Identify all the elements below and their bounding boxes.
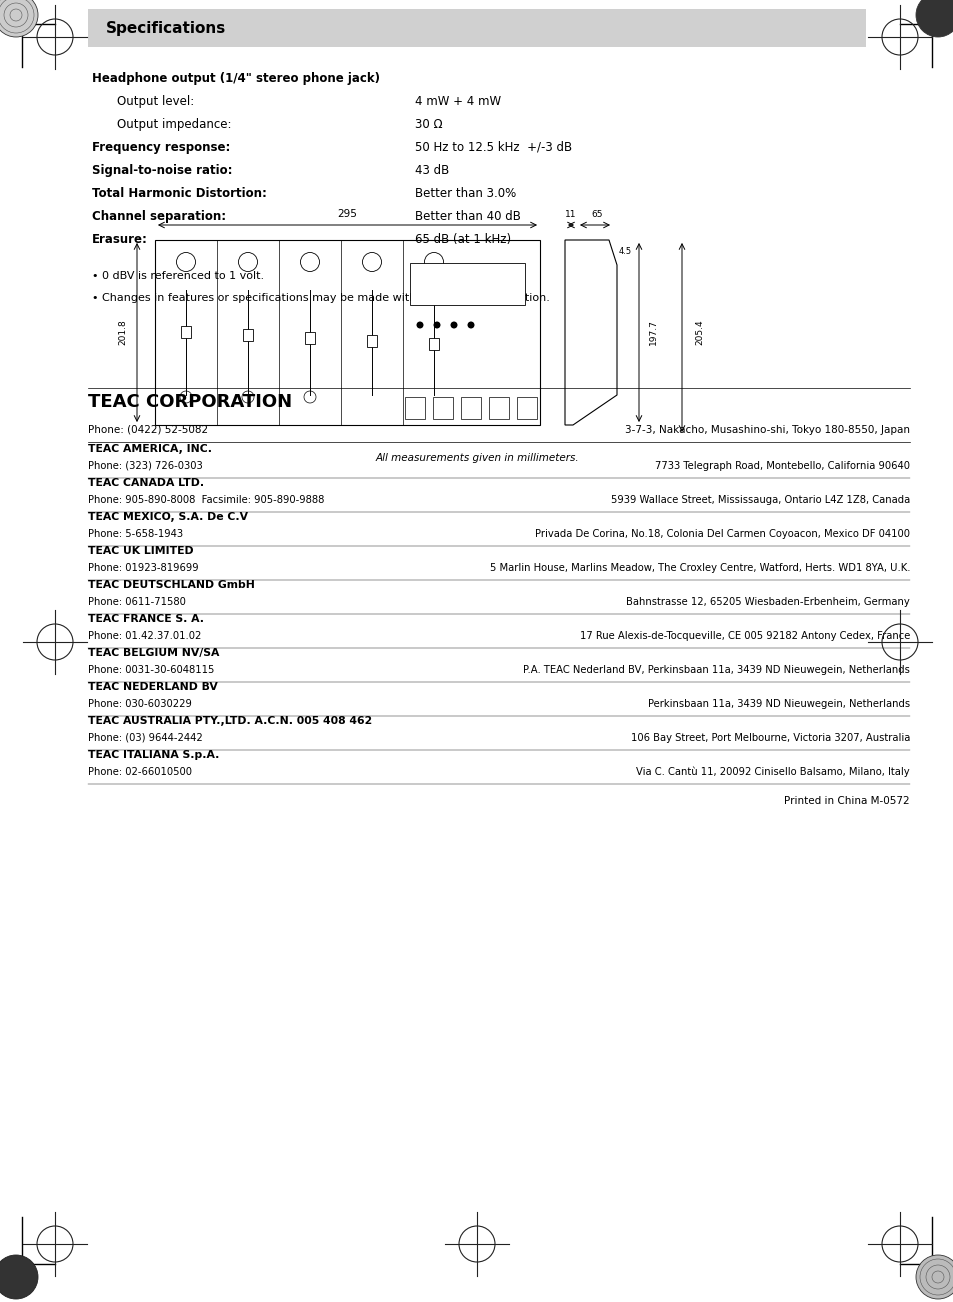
Text: 7733 Telegraph Road, Montebello, California 90640: 7733 Telegraph Road, Montebello, Califor…	[655, 461, 909, 471]
Text: Phone: 030-6030229: Phone: 030-6030229	[88, 699, 192, 710]
Bar	[154, 240, 539, 424]
Text: TEAC NEDERLAND BV: TEAC NEDERLAND BV	[88, 682, 217, 691]
Bar	[460, 397, 480, 419]
Text: 295: 295	[337, 210, 357, 219]
Text: Phone: (0422) 52-5082: Phone: (0422) 52-5082	[88, 424, 208, 435]
Polygon shape	[564, 240, 617, 424]
Text: Specifications: Specifications	[106, 21, 226, 35]
Text: Phone: (323) 726-0303: Phone: (323) 726-0303	[88, 461, 203, 471]
Text: Phone: (03) 9644-2442: Phone: (03) 9644-2442	[88, 733, 203, 743]
Bar	[367, 335, 376, 346]
Text: 4.5: 4.5	[618, 247, 632, 256]
Text: TEAC FRANCE S. A.: TEAC FRANCE S. A.	[88, 615, 204, 624]
Text: Frequency response:: Frequency response:	[91, 141, 230, 154]
Text: 205.4: 205.4	[695, 320, 703, 345]
Text: Output impedance:: Output impedance:	[117, 118, 232, 132]
Bar	[433, 397, 453, 419]
Bar	[410, 263, 524, 305]
Text: 201.8: 201.8	[118, 319, 127, 345]
Text: Bahnstrasse 12, 65205 Wiesbaden-Erbenheim, Germany: Bahnstrasse 12, 65205 Wiesbaden-Erbenhei…	[625, 598, 909, 607]
Text: Erasure:: Erasure:	[91, 233, 148, 246]
Text: 50 Hz to 12.5 kHz  +/-3 dB: 50 Hz to 12.5 kHz +/-3 dB	[415, 141, 572, 154]
Bar	[305, 332, 314, 344]
Text: • 0 dBV is referenced to 1 volt.: • 0 dBV is referenced to 1 volt.	[91, 271, 264, 281]
Text: TEAC UK LIMITED: TEAC UK LIMITED	[88, 546, 193, 556]
Text: Via C. Cantù 11, 20092 Cinisello Balsamo, Milano, Italy: Via C. Cantù 11, 20092 Cinisello Balsamo…	[636, 767, 909, 777]
Circle shape	[467, 322, 474, 328]
Text: All measurements given in millimeters.: All measurements given in millimeters.	[375, 453, 578, 464]
Text: Total Harmonic Distortion:: Total Harmonic Distortion:	[91, 187, 267, 201]
Text: TEAC CANADA LTD.: TEAC CANADA LTD.	[88, 478, 204, 488]
Text: Printed in China M-0572: Printed in China M-0572	[783, 796, 909, 806]
Text: Better than 40 dB: Better than 40 dB	[415, 210, 520, 223]
Text: Headphone output (1/4" stereo phone jack): Headphone output (1/4" stereo phone jack…	[91, 72, 379, 85]
Text: Phone: 0031-30-6048115: Phone: 0031-30-6048115	[88, 665, 214, 674]
Bar	[243, 328, 253, 341]
Circle shape	[0, 0, 38, 36]
Text: Better than 3.0%: Better than 3.0%	[415, 187, 516, 201]
Text: TEAC MEXICO, S.A. De C.V: TEAC MEXICO, S.A. De C.V	[88, 512, 248, 522]
Text: 65 dB (at 1 kHz): 65 dB (at 1 kHz)	[415, 233, 511, 246]
Circle shape	[416, 322, 423, 328]
Text: TEAC ITALIANA S.p.A.: TEAC ITALIANA S.p.A.	[88, 750, 219, 760]
Text: TEAC AUSTRALIA PTY.,LTD. A.C.N. 005 408 462: TEAC AUSTRALIA PTY.,LTD. A.C.N. 005 408 …	[88, 716, 372, 727]
Text: TEAC CORPORATION: TEAC CORPORATION	[88, 393, 292, 411]
Circle shape	[915, 0, 953, 36]
Text: Phone: 01923-819699: Phone: 01923-819699	[88, 562, 198, 573]
Text: 30 Ω: 30 Ω	[415, 118, 442, 132]
Text: Channel separation:: Channel separation:	[91, 210, 226, 223]
Bar	[405, 397, 424, 419]
Text: 197.7: 197.7	[648, 319, 658, 345]
Bar	[88, 9, 865, 47]
Text: 4 mW + 4 mW: 4 mW + 4 mW	[415, 95, 500, 108]
Text: 17 Rue Alexis-de-Tocqueville, CE 005 92182 Antony Cedex, France: 17 Rue Alexis-de-Tocqueville, CE 005 921…	[579, 631, 909, 641]
Text: Output level:: Output level:	[117, 95, 194, 108]
Text: 5 Marlin House, Marlins Meadow, The Croxley Centre, Watford, Herts. WD1 8YA, U.K: 5 Marlin House, Marlins Meadow, The Crox…	[489, 562, 909, 573]
Text: P.A. TEAC Nederland BV, Perkinsbaan 11a, 3439 ND Nieuwegein, Netherlands: P.A. TEAC Nederland BV, Perkinsbaan 11a,…	[522, 665, 909, 674]
Text: 3-7-3, Nakacho, Musashino-shi, Tokyo 180-8550, Japan: 3-7-3, Nakacho, Musashino-shi, Tokyo 180…	[624, 424, 909, 435]
Text: TEAC DEUTSCHLAND GmbH: TEAC DEUTSCHLAND GmbH	[88, 579, 254, 590]
Text: Phone: 905-890-8008  Facsimile: 905-890-9888: Phone: 905-890-8008 Facsimile: 905-890-9…	[88, 495, 324, 505]
Text: TEAC AMERICA, INC.: TEAC AMERICA, INC.	[88, 444, 212, 454]
Circle shape	[450, 322, 457, 328]
Bar	[489, 397, 509, 419]
Text: 106 Bay Street, Port Melbourne, Victoria 3207, Australia: 106 Bay Street, Port Melbourne, Victoria…	[630, 733, 909, 743]
Text: Phone: 0611-71580: Phone: 0611-71580	[88, 598, 186, 607]
Text: 43 dB: 43 dB	[415, 164, 449, 177]
Text: TEAC BELGIUM NV/SA: TEAC BELGIUM NV/SA	[88, 648, 219, 658]
Text: Signal-to-noise ratio:: Signal-to-noise ratio:	[91, 164, 233, 177]
Text: • Changes in features or specifications may be made without notice or obligation: • Changes in features or specifications …	[91, 293, 549, 303]
Circle shape	[433, 322, 440, 328]
Text: Phone: 02-66010500: Phone: 02-66010500	[88, 767, 192, 777]
Text: Privada De Corina, No.18, Colonia Del Carmen Coyoacon, Mexico DF 04100: Privada De Corina, No.18, Colonia Del Ca…	[535, 529, 909, 539]
Circle shape	[0, 1255, 38, 1299]
Text: 5939 Wallace Street, Mississauga, Ontario L4Z 1Z8, Canada: 5939 Wallace Street, Mississauga, Ontari…	[610, 495, 909, 505]
Text: 11: 11	[565, 210, 577, 219]
Bar	[181, 326, 191, 337]
Bar	[429, 339, 438, 350]
Circle shape	[915, 1255, 953, 1299]
Text: Perkinsbaan 11a, 3439 ND Nieuwegein, Netherlands: Perkinsbaan 11a, 3439 ND Nieuwegein, Net…	[647, 699, 909, 710]
Text: 65: 65	[591, 210, 602, 219]
Bar	[517, 397, 537, 419]
Text: Phone: 01.42.37.01.02: Phone: 01.42.37.01.02	[88, 631, 201, 641]
Text: Phone: 5-658-1943: Phone: 5-658-1943	[88, 529, 183, 539]
